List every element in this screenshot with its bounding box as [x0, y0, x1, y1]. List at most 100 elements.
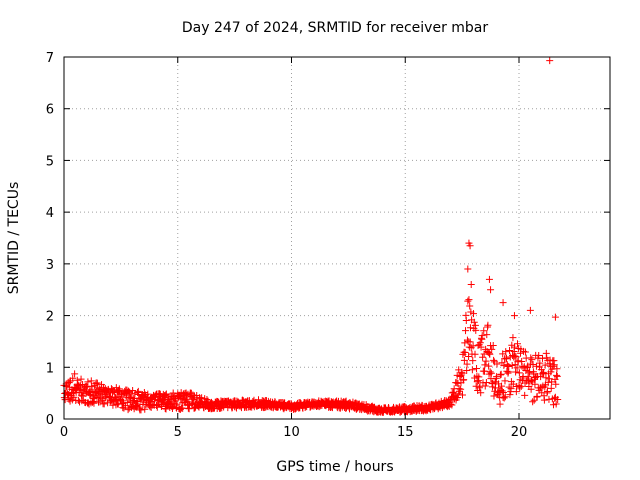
data-point: [528, 356, 536, 364]
data-point: [496, 371, 504, 379]
data-point: [480, 327, 488, 335]
data-point: [466, 302, 474, 310]
data-point: [521, 348, 529, 356]
y-tick-label: 1: [46, 361, 54, 376]
data-point: [469, 342, 477, 350]
data-point: [468, 366, 476, 374]
y-tick-label: 4: [46, 206, 54, 221]
data-point: [484, 321, 492, 329]
data-point: [535, 352, 543, 360]
data-point: [506, 391, 514, 399]
data-point: [463, 367, 471, 375]
x-tick-label: 10: [283, 425, 300, 440]
data-point: [489, 341, 497, 349]
data-point: [517, 382, 525, 390]
data-point: [69, 374, 77, 382]
data-point: [144, 390, 152, 398]
data-point: [500, 361, 508, 369]
data-point: [543, 388, 551, 396]
data-point: [464, 265, 472, 273]
data-point: [493, 373, 501, 381]
data-point: [512, 368, 520, 376]
y-axis-title: SRMTID / TECUs: [6, 182, 22, 295]
data-point: [541, 361, 549, 369]
data-point: [462, 316, 470, 324]
data-point: [190, 395, 198, 403]
data-point: [501, 393, 509, 401]
x-axis-title: GPS time / hours: [276, 459, 393, 475]
data-point: [538, 370, 546, 378]
data-point: [505, 362, 513, 370]
data-point: [554, 396, 562, 404]
data-point: [502, 354, 510, 362]
data-point: [478, 332, 486, 340]
data-point: [454, 394, 462, 402]
data-point: [90, 399, 98, 407]
data-point: [499, 389, 507, 397]
data-point: [546, 57, 554, 65]
data-point: [480, 367, 488, 375]
data-point: [461, 348, 469, 356]
y-tick-label: 6: [46, 103, 54, 118]
data-point: [134, 400, 142, 408]
data-point: [84, 378, 92, 386]
y-tick-label: 2: [46, 310, 54, 325]
data-point: [514, 357, 522, 365]
data-point: [510, 343, 518, 351]
data-point: [550, 361, 558, 369]
data-point: [486, 350, 494, 358]
data-point: [520, 363, 528, 371]
x-tick-label: 20: [511, 425, 528, 440]
data-point: [484, 348, 492, 356]
data-point: [497, 370, 505, 378]
data-point: [511, 352, 519, 360]
data-point: [472, 326, 480, 334]
data-point: [83, 383, 91, 391]
data-point: [551, 394, 559, 402]
data-point: [477, 389, 485, 397]
data-point: [123, 399, 131, 407]
data-point: [533, 392, 541, 400]
data-point: [501, 377, 509, 385]
data-point: [512, 353, 520, 361]
data-point: [498, 382, 506, 390]
data-points: [60, 57, 562, 416]
data-point: [454, 379, 462, 387]
data-point: [463, 360, 471, 368]
data-point: [475, 373, 483, 381]
data-point: [462, 327, 470, 335]
data-point: [470, 318, 478, 326]
y-tick-label: 5: [46, 154, 54, 169]
data-point: [526, 306, 534, 314]
data-point: [169, 402, 177, 410]
data-point: [502, 348, 510, 356]
chart-title: Day 247 of 2024, SRMTID for receiver mba…: [182, 20, 489, 36]
y-tick-label: 7: [46, 51, 54, 66]
data-point: [503, 367, 511, 375]
data-point: [464, 297, 472, 305]
data-point: [531, 380, 539, 388]
data-point: [485, 275, 493, 283]
data-point: [71, 370, 79, 378]
data-point: [544, 378, 552, 386]
data-point: [498, 387, 506, 395]
data-point: [515, 369, 523, 377]
data-point: [93, 394, 101, 402]
x-tick-label: 15: [397, 425, 414, 440]
data-point: [137, 406, 145, 414]
plot-frame: [63, 56, 611, 420]
data-point: [448, 401, 456, 409]
data-point: [521, 391, 529, 399]
data-point: [465, 296, 473, 304]
data-point: [460, 356, 468, 364]
data-point: [473, 364, 481, 372]
data-point: [173, 400, 181, 408]
data-point: [527, 385, 535, 393]
data-point: [487, 286, 495, 294]
data-point: [470, 310, 477, 318]
data-point: [513, 364, 521, 372]
data-point: [77, 375, 85, 383]
y-tick-label: 0: [46, 413, 54, 428]
data-point: [127, 394, 135, 402]
